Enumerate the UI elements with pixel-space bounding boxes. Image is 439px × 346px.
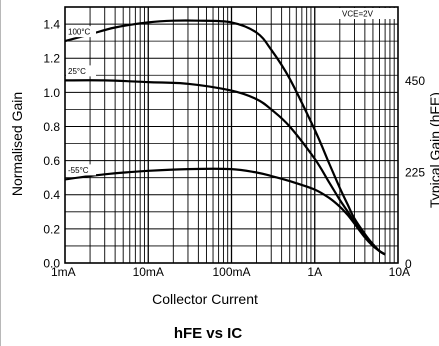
chart-title: hFE vs IC [174, 325, 243, 342]
vce-annotation: VCE=2V [342, 10, 374, 19]
series-line-1 [64, 79, 386, 256]
x-tick-label: 10A [389, 265, 410, 279]
vce-annotation-box [334, 8, 397, 19]
curves: 100°C 25°C -55°C VCE=2V [64, 8, 397, 256]
y-tick-label: 0.2 [43, 222, 60, 236]
x-tick-label: 100mA [212, 265, 250, 279]
series-tag-box [66, 26, 96, 38]
series-tag-box [66, 164, 96, 176]
series-line-0 [64, 19, 386, 256]
series-name-label: 100°C [68, 28, 91, 37]
y-tick-label: 0.6 [43, 154, 60, 168]
y-tick-label: 0.0 [43, 257, 60, 271]
left-frame-line [0, 0, 1, 346]
y-tick-label: 1.2 [43, 52, 60, 66]
series-tag-box [66, 65, 96, 77]
series-line-2 [64, 167, 386, 256]
y2-tick-label: 225 [405, 166, 425, 180]
y2-tick-label: 450 [405, 74, 425, 88]
plot-frame [64, 6, 399, 264]
x-tick-label: 1A [307, 265, 322, 279]
y-tick-label: 0.4 [43, 188, 60, 202]
series-name-label: 25°C [68, 67, 86, 76]
y-tick-label: 1.0 [43, 86, 60, 100]
x-tick-label: 10mA [133, 265, 164, 279]
y-axis-label: Normalised Gain [9, 92, 25, 196]
y-tick-label: 1.4 [43, 18, 60, 32]
y2-axis-label: Typical Gain (hFE) [427, 92, 439, 208]
x-axis-label: Collector Current [152, 291, 258, 307]
series-name-label: -55°C [68, 166, 89, 175]
y-tick-label: 0.8 [43, 120, 60, 134]
y2-tick-label: 0 [405, 257, 412, 271]
grid [65, 7, 398, 263]
tick-labels: 0.0 0.2 0.4 0.6 0.8 1.0 1.2 1.4 1mA 10mA 100mA 1A 10… [43, 18, 425, 279]
x-tick-label: 1mA [51, 265, 76, 279]
